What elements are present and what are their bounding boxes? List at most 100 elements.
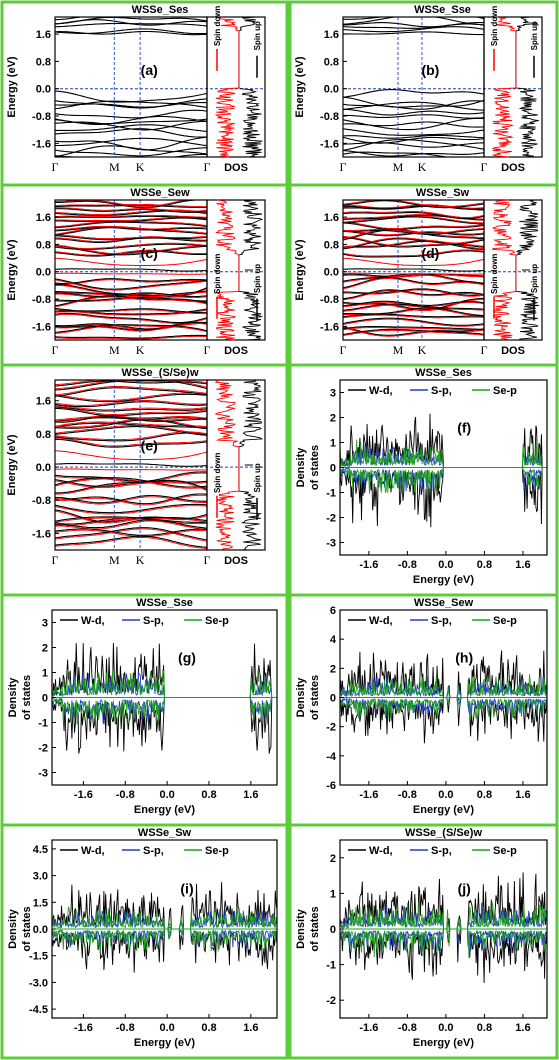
band-line [55,243,207,250]
panel-label: (g) [178,650,196,666]
band-line [343,318,484,327]
panel-title: WSSe_Sw [138,827,192,839]
band-line [55,493,207,505]
band-line [55,17,207,25]
y-tick-label: 0.0 [324,267,339,279]
kpoint-label: K [136,343,145,357]
x-axis-label: Energy (eV) [134,1037,195,1049]
band-line [343,317,484,326]
kpoint-label: M [109,160,120,174]
panel-title: WSSe_Sew [414,597,474,609]
y-tick-label: 2 [330,413,336,425]
y-tick-label: 2 [330,853,336,865]
band-line [55,147,207,157]
band-line [55,496,207,505]
y-tick-label: 0.8 [36,239,51,251]
y-axis-label-line1: Density [295,447,307,488]
band-line [55,406,207,412]
y-tick-label: -1.5 [29,951,48,963]
x-tick-label: -0.8 [116,789,135,801]
band-lines [343,17,484,157]
band-line [55,386,207,396]
band-line [343,313,484,318]
band-line [343,228,484,235]
y-axis-label-line1: Density [295,908,307,949]
band-line [55,407,207,417]
x-tick-label: -0.8 [398,559,417,571]
band-line [343,329,484,337]
band-line [55,208,207,213]
w-d-trace [340,650,547,698]
pdos-panel-i: WSSe_Sw 4.5 3.0 1.5 0.0 -1.5 -3.0 -4.5 -1.6 -0.8 0… [7,827,278,1049]
y-tick-label: -1.6 [320,321,339,333]
band-line [343,31,484,36]
band-line [343,216,484,225]
band-line [55,494,207,504]
y-tick-label: -3 [38,768,48,780]
legend-entry: S-p, [143,615,164,627]
y-tick-label: 4.5 [33,844,48,856]
panel-frame [288,823,559,1060]
band-line [55,393,207,403]
band-line [55,432,207,442]
band-line [55,28,207,35]
band-line [343,238,484,250]
y-tick-label: -1.6 [32,528,51,540]
x-axis-label: Energy (eV) [134,804,195,816]
band-line [343,236,484,248]
band-line [343,142,484,148]
y-tick-label: 6 [330,605,336,617]
band-line [55,308,207,314]
band-line [55,405,207,411]
band-line [55,335,207,340]
x-tick-label: 0.8 [201,789,216,801]
band-panel-e: WSSe_(S/Se)w 1.6 0.8 0.0 -0.8 -1.6 Γ M K Γ Energy … [6,367,266,567]
band-line [55,109,207,119]
y-tick-label: 3 [330,388,336,400]
x-tick-label: -0.8 [116,1022,135,1034]
y-tick-label: 0 [330,924,336,936]
y-axis-label-line2: of states [21,906,33,951]
band-line [343,204,484,209]
band-line [343,200,484,209]
y-axis-label: Energy (eV) [6,56,18,117]
dos-axes [483,16,543,158]
band-line [343,17,484,26]
band-line [55,295,207,307]
panel-title: WSSe_Sw [416,187,470,199]
panel-title: WSSe_Ses [132,4,189,16]
band-line [55,325,207,334]
y-axis-label: Energy (eV) [6,239,18,300]
band-line [55,406,207,415]
band-line [55,250,207,257]
band-line [343,211,484,219]
band-line [55,279,207,285]
spin-down-legend: Spin down [490,6,499,47]
band-line [343,326,484,331]
spin-up-legend: Spin up [253,264,262,293]
y-tick-label: -1.6 [32,138,51,150]
band-line [55,290,207,297]
y-tick-label: -6 [326,780,336,792]
band-line [343,200,484,208]
band-line [343,289,484,300]
y-tick-label: 0.8 [324,56,339,68]
band-line [343,222,484,231]
band-line [55,158,207,165]
y-tick-label: -1 [326,488,336,500]
pdos-traces [52,882,277,973]
band-line [55,471,207,482]
x-tick-label: 0.0 [159,789,174,801]
y-tick-label: -2 [326,513,336,525]
band-line [55,90,207,103]
band-line [343,278,484,290]
band-line [55,249,207,256]
kpoint-label: M [393,343,404,357]
band-line [55,145,207,157]
band-line [55,234,207,240]
band-line [343,151,484,157]
band-line [55,516,207,523]
y-tick-label: 0 [330,463,336,475]
